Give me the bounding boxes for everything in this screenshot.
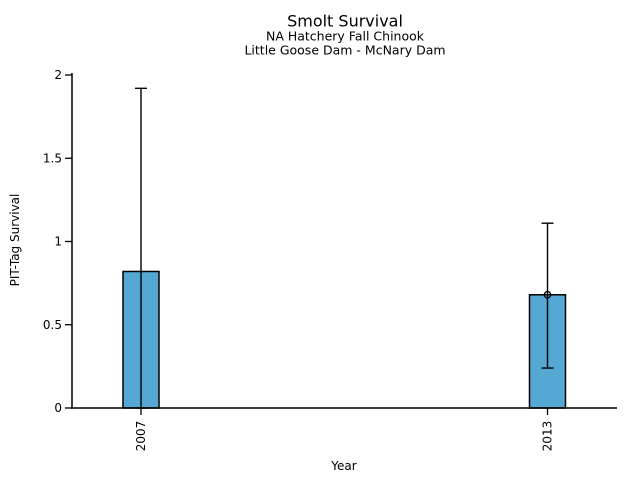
y-tick-label-0.5: 0.5 xyxy=(43,318,62,332)
point-marker-2013 xyxy=(543,290,552,299)
y-tick-label-2: 2 xyxy=(54,68,62,82)
x-tick-label-2013: 2013 xyxy=(541,421,555,452)
y-tick-label-1.5: 1.5 xyxy=(43,151,62,165)
chart-title: Smolt Survival xyxy=(287,11,403,31)
y-tick-label-0: 0 xyxy=(54,401,62,415)
y-tick-label-1: 1 xyxy=(54,235,62,249)
x-axis-title: Year xyxy=(331,459,357,473)
x-tick-label-2007: 2007 xyxy=(134,421,148,452)
chart-subtitle-line2: Little Goose Dam - McNary Dam xyxy=(244,42,446,58)
chart-subtitle-line1: NA Hatchery Fall Chinook xyxy=(265,28,425,44)
